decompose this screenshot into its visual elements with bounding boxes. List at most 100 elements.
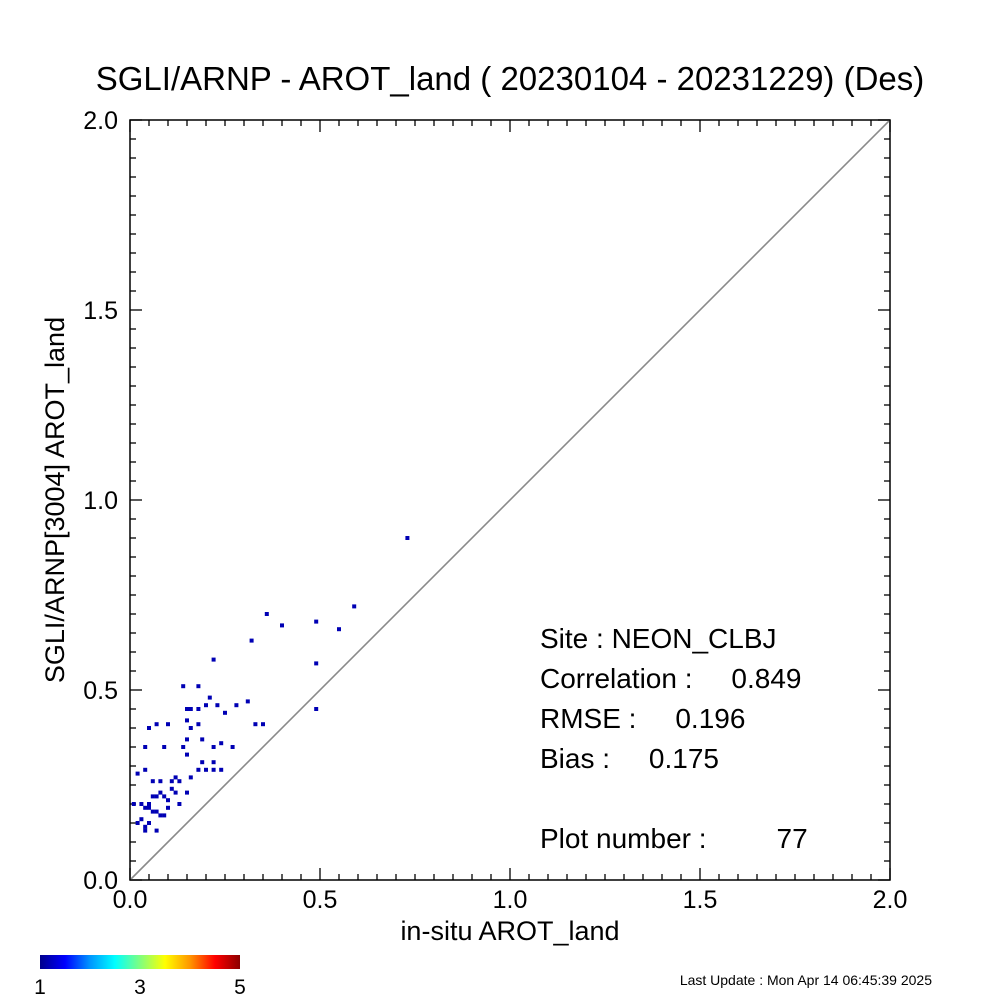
data-point <box>196 722 201 727</box>
data-point <box>181 745 186 749</box>
data-point <box>188 726 193 730</box>
data-point <box>162 745 167 749</box>
data-point <box>147 821 151 825</box>
data-point <box>162 794 167 799</box>
x-tick-label: 0.5 <box>303 886 338 914</box>
data-point <box>196 767 201 772</box>
data-point <box>219 741 224 746</box>
rmse-label: RMSE : 0.196 <box>540 703 745 734</box>
data-point <box>150 809 155 814</box>
colorbar-min-label: 1 <box>34 976 46 999</box>
data-point <box>211 657 216 662</box>
data-point <box>253 722 258 727</box>
colorbar-mid-label: 3 <box>134 976 146 999</box>
y-tick-label: 0.0 <box>83 867 118 895</box>
data-point <box>280 623 284 628</box>
data-point <box>158 779 163 784</box>
data-point <box>143 828 148 833</box>
data-point <box>337 627 341 632</box>
data-point <box>143 767 148 772</box>
x-tick-label: 0.0 <box>113 886 148 914</box>
data-point <box>135 821 140 825</box>
axis-ticks <box>129 119 891 881</box>
y-tick-label: 2.0 <box>83 107 118 135</box>
data-point <box>158 790 163 795</box>
data-point <box>219 767 224 772</box>
data-point <box>177 779 182 784</box>
data-point <box>158 813 163 818</box>
data-point <box>223 710 227 715</box>
data-point <box>166 798 170 803</box>
data-point <box>150 779 155 784</box>
data-point <box>230 745 235 749</box>
data-point <box>211 767 216 772</box>
colorbar-max-label: 5 <box>234 976 246 999</box>
colorbar <box>40 955 240 969</box>
data-point <box>147 802 151 806</box>
data-point <box>139 802 144 806</box>
data-point <box>131 802 136 806</box>
data-point <box>173 790 178 795</box>
data-point <box>143 824 148 829</box>
data-point <box>200 760 205 765</box>
data-point <box>143 745 148 749</box>
data-point <box>264 612 269 616</box>
y-tick-label: 0.5 <box>83 677 118 705</box>
data-point <box>211 745 216 749</box>
data-point <box>261 722 265 727</box>
data-point <box>314 619 319 624</box>
data-point <box>245 699 250 704</box>
x-tick-label: 2.0 <box>873 886 908 914</box>
data-point <box>200 737 205 742</box>
y-tick-labels: 0.0 0.5 1.0 1.5 2.0 <box>83 107 118 895</box>
data-point <box>185 752 189 757</box>
site-label: Site : NEON_CLBJ <box>540 623 777 654</box>
data-point <box>314 661 319 666</box>
y-axis-label: SGLI/ARNP[3004] AROT_land <box>40 317 70 683</box>
data-point <box>204 767 208 772</box>
data-point <box>352 604 357 609</box>
chart-title: SGLI/ARNP - AROT_land ( 20230104 - 20231… <box>96 60 925 97</box>
bias-label: Bias : 0.175 <box>540 743 719 774</box>
data-point <box>405 536 410 540</box>
data-point <box>188 775 193 780</box>
plot-number-label: Plot number : 77 <box>540 823 808 854</box>
data-point <box>211 760 216 765</box>
data-point <box>139 817 144 822</box>
data-point <box>196 707 201 711</box>
one-to-one-line <box>129 119 891 881</box>
y-tick-label: 1.0 <box>83 487 118 515</box>
data-point <box>185 707 189 711</box>
data-point <box>185 737 189 742</box>
data-point <box>173 775 178 780</box>
data-point <box>181 684 186 689</box>
data-point <box>154 722 159 727</box>
data-point <box>147 726 151 730</box>
data-point <box>154 809 159 814</box>
x-tick-label: 1.5 <box>683 886 718 914</box>
data-point <box>188 707 193 711</box>
data-point <box>166 805 170 810</box>
data-points <box>131 536 410 833</box>
data-point <box>162 813 167 818</box>
data-point <box>314 707 319 711</box>
y-tick-label: 1.5 <box>83 297 118 325</box>
data-point <box>249 638 254 643</box>
last-update-label: Last Update : Mon Apr 14 06:45:39 2025 <box>680 972 932 988</box>
correlation-label: Correlation : 0.849 <box>540 663 801 694</box>
data-point <box>185 790 189 795</box>
x-axis-label: in-situ AROT_land <box>400 916 619 946</box>
data-point <box>166 722 170 727</box>
data-point <box>150 794 155 799</box>
data-point <box>234 703 239 708</box>
data-point <box>215 703 220 708</box>
data-point <box>169 779 174 784</box>
data-point <box>185 718 189 723</box>
data-point <box>196 684 201 689</box>
data-point <box>169 786 174 791</box>
data-point <box>143 805 148 810</box>
data-point <box>147 805 151 810</box>
data-point <box>154 794 159 799</box>
x-tick-label: 1.0 <box>493 886 528 914</box>
